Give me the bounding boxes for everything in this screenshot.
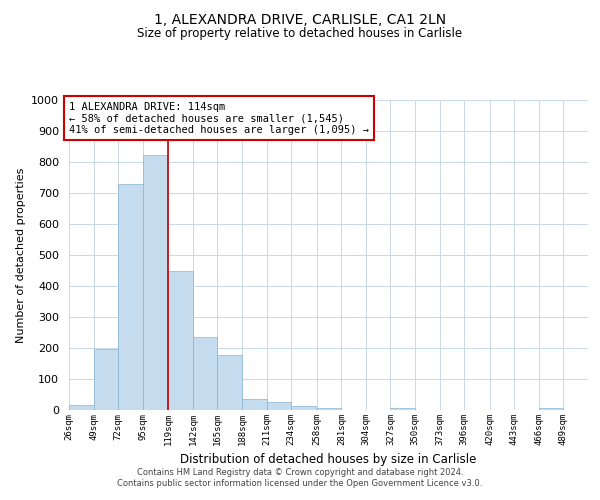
Bar	[118, 184, 143, 410]
Text: 1, ALEXANDRA DRIVE, CARLISLE, CA1 2LN: 1, ALEXANDRA DRIVE, CARLISLE, CA1 2LN	[154, 12, 446, 26]
Text: Contains HM Land Registry data © Crown copyright and database right 2024.
Contai: Contains HM Land Registry data © Crown c…	[118, 468, 482, 487]
Text: Size of property relative to detached houses in Carlisle: Size of property relative to detached ho…	[137, 28, 463, 40]
Bar	[143, 155, 167, 410]
Bar	[317, 408, 341, 410]
Bar	[291, 406, 316, 410]
Bar	[391, 408, 415, 410]
Bar	[69, 406, 94, 410]
Bar	[217, 355, 242, 410]
Bar	[266, 402, 291, 410]
Text: 1 ALEXANDRA DRIVE: 114sqm
← 58% of detached houses are smaller (1,545)
41% of se: 1 ALEXANDRA DRIVE: 114sqm ← 58% of detac…	[69, 102, 369, 134]
Bar	[169, 272, 193, 410]
Bar	[94, 349, 118, 410]
X-axis label: Distribution of detached houses by size in Carlisle: Distribution of detached houses by size …	[181, 454, 476, 466]
Bar	[242, 399, 266, 410]
Bar	[193, 336, 217, 410]
Bar	[539, 408, 563, 410]
Y-axis label: Number of detached properties: Number of detached properties	[16, 168, 26, 342]
